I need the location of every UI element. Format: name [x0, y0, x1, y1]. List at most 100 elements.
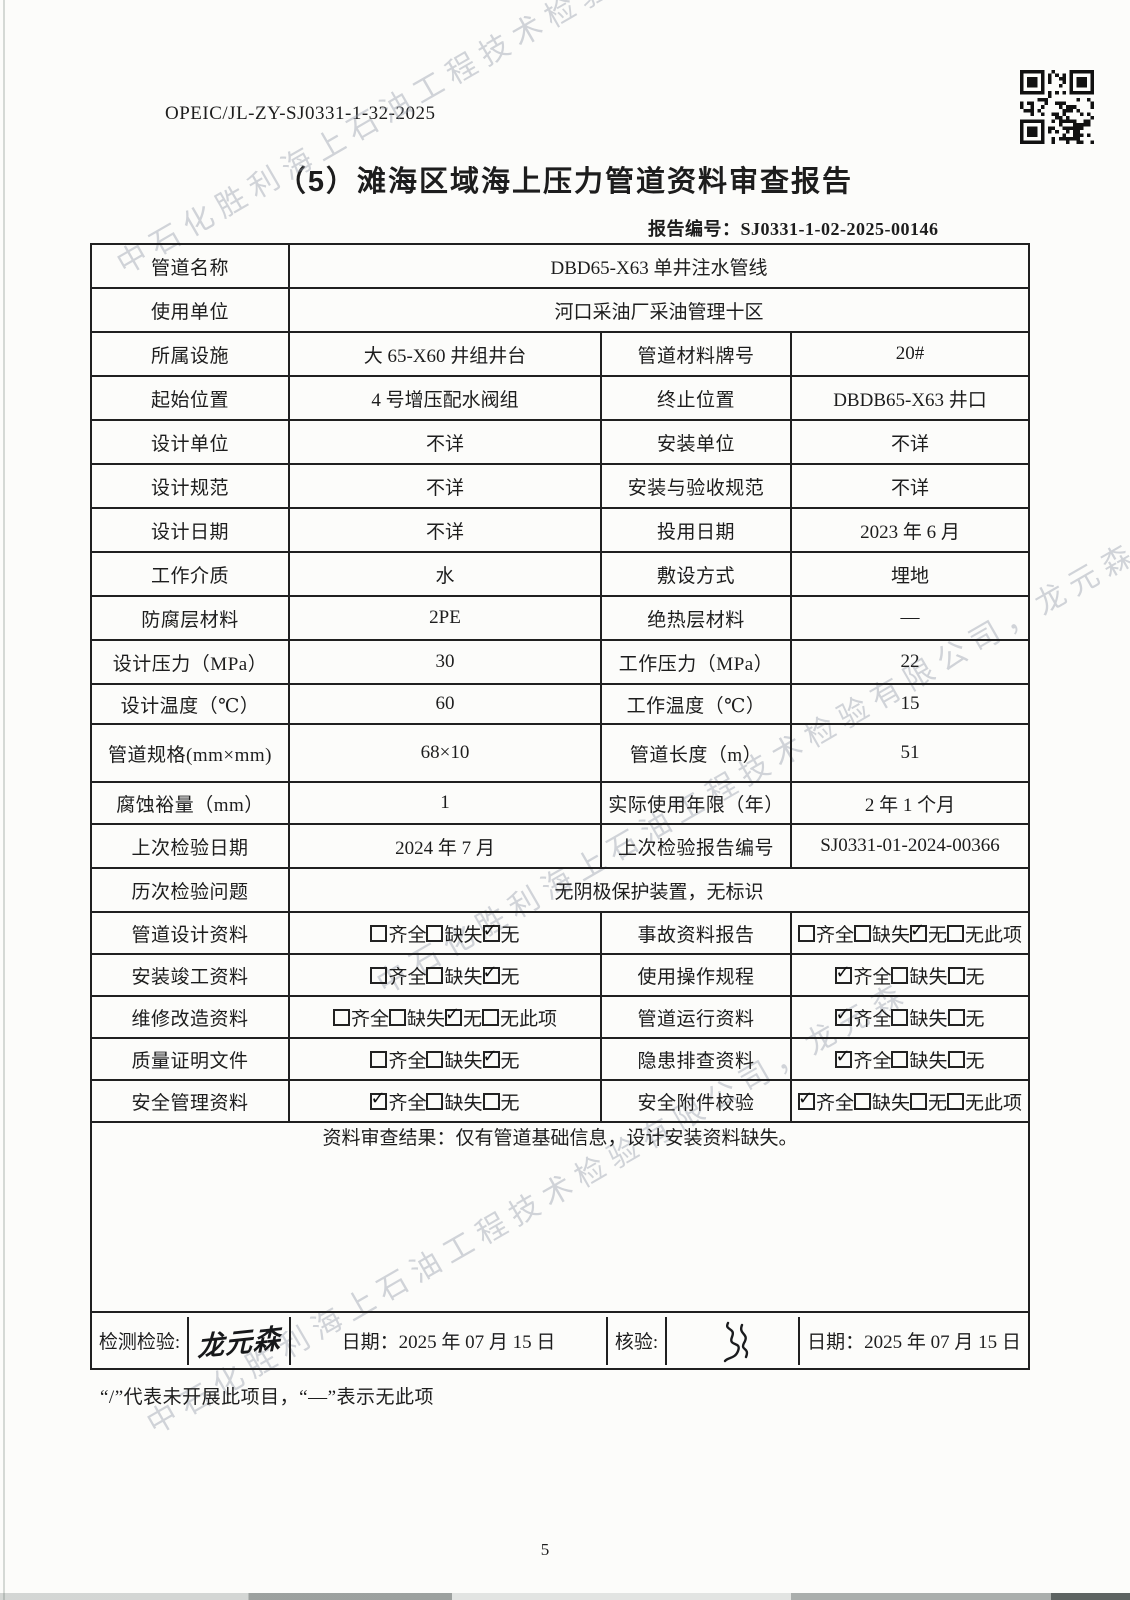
review-result: 资料审查结果：仅有管道基础信息，设计安装资料缺失。 — [90, 1121, 1030, 1313]
field-label: 腐蚀裕量（mm） — [90, 781, 290, 825]
signature-row: 检测检验: 龙元森 日期：2025 年 07 月 15 日 核验: 日期：202… — [90, 1311, 1030, 1370]
field-label: 防腐层材料 — [90, 595, 290, 641]
checkbox-option: 无 — [910, 1088, 947, 1115]
checkbox-option: 齐全 — [835, 1046, 891, 1073]
checkbox-option: 齐全 — [797, 920, 854, 947]
checkbox-option: 无 — [482, 962, 520, 989]
table-row: 维修改造资料齐全缺失无无此项管道运行资料齐全缺失无 — [90, 995, 1030, 1039]
page-number: 5 — [540, 1540, 550, 1559]
table-row: 工作介质水敷设方式 埋地 — [90, 551, 1030, 597]
checkbox-label: 无 — [500, 1092, 520, 1114]
table-row: 起始位置 4 号增压配水阀组 终止位置 DBDB65-X63 井口 — [90, 375, 1030, 421]
field-label: 投用日期 — [600, 507, 792, 553]
field-value: 不详 — [790, 419, 1030, 465]
scan-edge-artifact-bottom — [0, 1593, 1130, 1600]
report-number-label: 报告编号： — [648, 219, 741, 239]
checkbox-label: 缺失 — [909, 1050, 948, 1072]
checkbox-label: 无 — [965, 1050, 985, 1072]
checkbox-option: 无此项 — [947, 920, 1022, 947]
report-number: 报告编号：SJ0331-1-02-2025-00146 — [648, 215, 939, 241]
field-label: 设计温度（℃） — [90, 683, 290, 725]
field-value: 2PE — [288, 595, 602, 641]
field-value: 1 — [288, 781, 602, 825]
field-label: 管道运行资料 — [600, 995, 792, 1039]
field-label: 工作压力（MPa） — [600, 639, 792, 685]
table-row: 设计规范 不详 安装与验收规范 不详 — [90, 463, 1030, 509]
field-value: 不详 — [288, 463, 602, 509]
field-value: 2023 年 6 月 — [790, 507, 1030, 553]
checkbox-label: 缺失 — [444, 966, 483, 988]
table-row: 设计日期 不详 投用日期 2023 年 6 月 — [90, 507, 1030, 553]
unchecked-checkbox-icon — [370, 924, 388, 942]
checkbox-option: 缺失 — [891, 1046, 948, 1073]
table-row: 管道名称 DBD65-X63 单井注水管线 — [90, 243, 1030, 289]
field-value: 4 号增压配水阀组 — [288, 375, 602, 421]
unchecked-checkbox-icon — [426, 1092, 444, 1110]
unchecked-checkbox-icon — [482, 1092, 500, 1110]
unchecked-checkbox-icon — [910, 1092, 927, 1110]
checkbox-label: 无 — [500, 1050, 520, 1072]
field-value: 68×10 — [288, 723, 602, 783]
field-label: 绝热层材料 — [600, 595, 792, 641]
field-value: 22 — [790, 639, 1030, 685]
document-code: OPEIC/JL-ZY-SJ0331-1-32-2025 — [165, 103, 436, 124]
field-value: 15 — [790, 683, 1030, 725]
field-value: 60 — [288, 683, 602, 725]
checkbox-label: 无 — [463, 1008, 483, 1030]
table-row: 管道设计资料齐全缺失无事故资料报告齐全缺失无无此项 — [90, 911, 1030, 955]
unchecked-checkbox-icon — [947, 1008, 965, 1026]
checkbox-option: 无 — [910, 920, 947, 947]
field-label: 上次检验报告编号 — [600, 823, 792, 869]
unchecked-checkbox-icon — [891, 1008, 909, 1026]
field-value: 水 — [288, 551, 602, 597]
table-row: 资料审查结果：仅有管道基础信息，设计安装资料缺失。 — [90, 1121, 1030, 1313]
checked-checkbox-icon — [482, 920, 500, 942]
qr-code — [1020, 70, 1094, 144]
field-label: 使用操作规程 — [600, 953, 792, 997]
checkbox-option: 无 — [482, 1046, 520, 1073]
checkbox-label: 齐全 — [388, 1050, 427, 1072]
field-label: 敷设方式 — [600, 551, 792, 597]
table-row: 所属设施大 65-X60 井组井台 管道材料牌号 20# — [90, 331, 1030, 377]
field-label: 终止位置 — [600, 375, 792, 421]
field-label: 安装竣工资料 — [90, 953, 290, 997]
checkbox-option: 无 — [947, 1004, 985, 1031]
unchecked-checkbox-icon — [947, 966, 965, 984]
checkbox-option: 缺失 — [388, 1004, 445, 1031]
checkbox-label: 齐全 — [350, 1008, 389, 1030]
checked-checkbox-icon — [445, 1004, 462, 1026]
checkbox-option: 缺失 — [891, 962, 948, 989]
field-label: 工作介质 — [90, 551, 290, 597]
checkbox-option: 缺失 — [426, 1046, 483, 1073]
checkbox-option: 无此项 — [482, 1004, 557, 1031]
table-row: 上次检验日期 2024 年 7 月上次检验报告编号 SJ0331-01-2024-0… — [90, 823, 1030, 869]
unchecked-checkbox-icon — [947, 1050, 965, 1068]
field-label: 设计规范 — [90, 463, 290, 509]
checkbox-label: 缺失 — [909, 966, 948, 988]
table-row: 腐蚀裕量（mm） 1 实际使用年限（年） 2 年 1 个月 — [90, 781, 1030, 825]
checkbox-option: 齐全 — [797, 1088, 854, 1115]
footnote: “/”代表未开展此项目，“—”表示无此项 — [100, 1387, 435, 1408]
field-label: 设计日期 — [90, 507, 290, 553]
checkbox-label: 缺失 — [871, 1092, 910, 1114]
field-value: 大 65-X60 井组井台 — [288, 331, 602, 377]
checkbox-option: 缺失 — [426, 1088, 483, 1115]
field-label: 历次检验问题 — [90, 867, 290, 913]
checked-checkbox-icon — [482, 962, 500, 984]
field-label: 管道名称 — [90, 243, 290, 289]
field-label: 维修改造资料 — [90, 995, 290, 1039]
field-label: 安全附件校验 — [600, 1079, 792, 1123]
checkbox-label: 齐全 — [815, 1092, 854, 1114]
checkbox-label: 齐全 — [853, 1050, 892, 1072]
checkbox-option: 齐全 — [835, 962, 891, 989]
field-value: 河口采油厂采油管理十区 — [288, 287, 1030, 333]
table-row: 安全管理资料齐全缺失无安全附件校验齐全缺失无无此项 — [90, 1079, 1030, 1123]
checkbox-label: 无 — [965, 966, 985, 988]
checkbox-label: 无此项 — [500, 1008, 558, 1030]
checkbox-label: 齐全 — [815, 924, 854, 946]
unchecked-checkbox-icon — [388, 1008, 406, 1026]
